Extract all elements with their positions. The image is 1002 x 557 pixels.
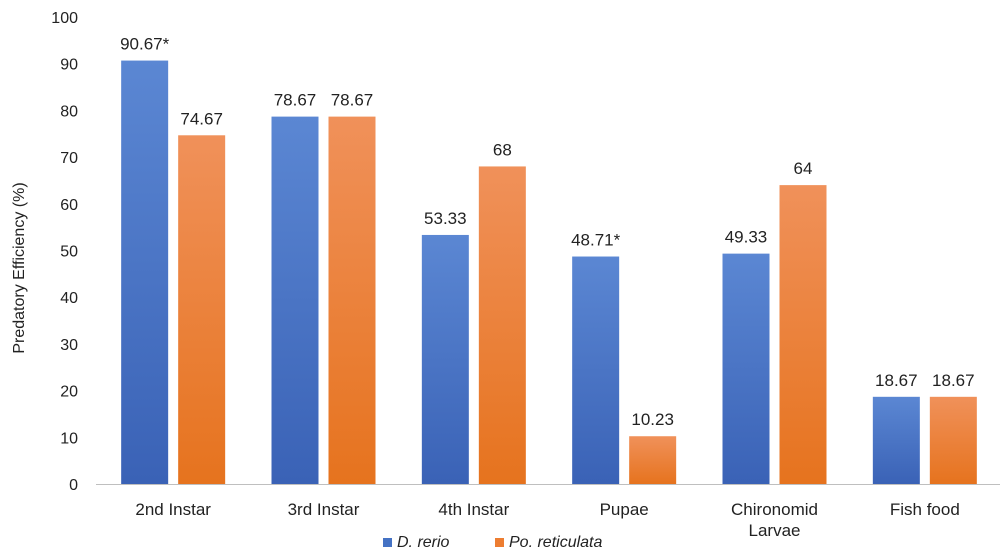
data-label: 49.33 [725, 228, 768, 247]
y-tick-label: 80 [60, 103, 78, 120]
y-tick-label: 50 [60, 244, 78, 261]
y-tick-label: 70 [60, 150, 78, 167]
bar [779, 185, 827, 484]
data-label: 78.67 [274, 91, 317, 110]
x-tick-label: 3rd Instar [288, 500, 360, 519]
bar [478, 166, 526, 484]
x-tick-label: 2nd Instar [135, 500, 211, 519]
bar [629, 436, 677, 484]
bar [271, 116, 319, 485]
y-tick-label: 100 [51, 10, 78, 27]
x-tick-label: 4th Instar [438, 500, 509, 519]
data-label: 18.67 [932, 371, 975, 390]
y-tick-label: 20 [60, 384, 78, 401]
y-tick-label: 0 [69, 477, 78, 494]
legend-swatch [383, 538, 392, 547]
x-tick-label: Fish food [890, 500, 960, 519]
y-axis-label: Predatory Efficiency (%) [11, 182, 28, 353]
data-label: 74.67 [180, 109, 223, 128]
legend-label: Po. reticulata [509, 534, 602, 551]
x-tick-label: Pupae [600, 500, 649, 519]
legend: D. rerio Po. reticulata [383, 534, 602, 551]
data-label: 10.23 [631, 410, 674, 429]
legend-label: D. rerio [397, 534, 450, 551]
data-label: 78.67 [331, 91, 374, 110]
data-label: 18.67 [875, 371, 918, 390]
y-tick-label: 90 [60, 57, 78, 74]
y-axis: 0 10 20 30 40 50 60 70 80 90 100 [51, 10, 78, 494]
bar [328, 116, 376, 485]
y-tick-label: 30 [60, 337, 78, 354]
data-label: 48.71* [571, 231, 621, 250]
x-tick-label: Chironomid Larvae [731, 500, 818, 540]
data-label: 64 [794, 159, 813, 178]
bars: 90.67* 74.67 78.67 78.67 53.33 68 48.71* 10.23 4… [120, 35, 977, 485]
bar [572, 256, 620, 484]
bar [872, 396, 920, 484]
x-axis: 2nd Instar 3rd Instar 4th Instar Pupae Chiro… [96, 484, 1000, 540]
y-tick-label: 60 [60, 197, 78, 214]
data-label: 90.67* [120, 35, 170, 54]
bar [121, 60, 169, 484]
bar [722, 253, 770, 484]
bar [421, 234, 469, 484]
legend-swatch [495, 538, 504, 547]
y-tick-label: 40 [60, 290, 78, 307]
bar [178, 135, 226, 484]
bar [929, 396, 977, 484]
data-label: 68 [493, 140, 512, 159]
y-tick-label: 10 [60, 430, 78, 447]
data-label: 53.33 [424, 209, 467, 228]
